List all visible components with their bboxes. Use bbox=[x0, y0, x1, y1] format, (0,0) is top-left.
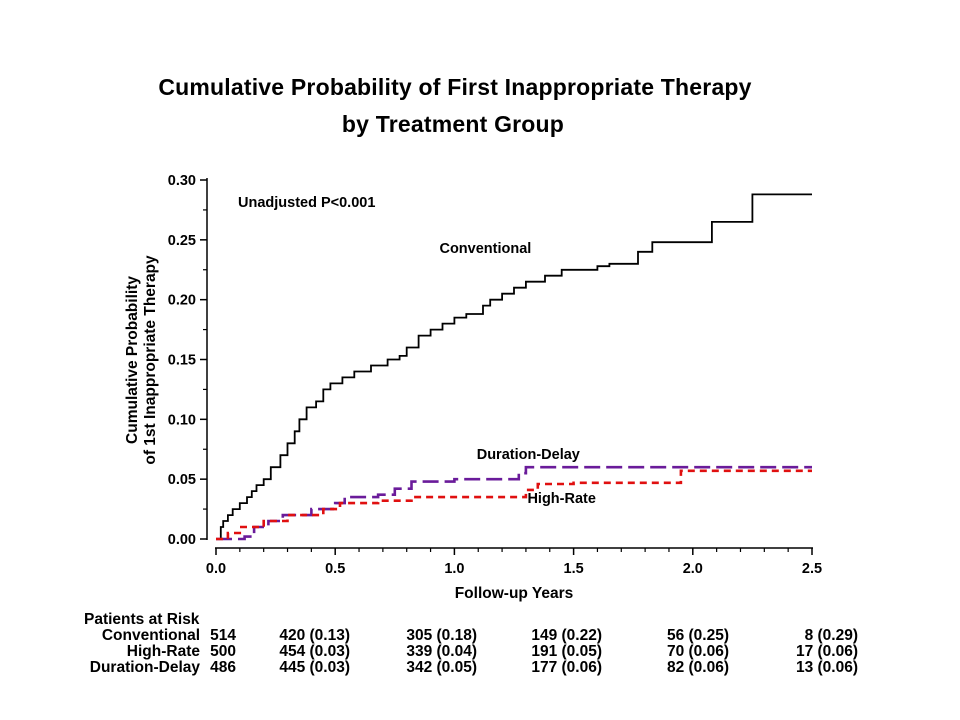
risk-table-header: Patients at Risk bbox=[84, 611, 200, 628]
x-tick-label: 2.0 bbox=[683, 561, 703, 577]
series-line-high-rate bbox=[216, 469, 812, 541]
risk-cell: 305 (0.18) bbox=[406, 627, 477, 644]
y-axis-label: Cumulative Probabilityof 1st Inappropria… bbox=[124, 255, 159, 465]
risk-cell: 445 (0.03) bbox=[279, 659, 350, 676]
x-tick-label: 0.5 bbox=[325, 561, 345, 577]
series-line-conventional bbox=[216, 193, 812, 540]
y-tick-label: 0.00 bbox=[168, 532, 196, 548]
y-tick-label: 0.05 bbox=[168, 472, 196, 488]
risk-cell: 486 bbox=[210, 659, 236, 676]
risk-cell: 420 (0.13) bbox=[279, 627, 350, 644]
series-label-conventional: Conventional bbox=[439, 241, 531, 257]
y-tick-label: 0.25 bbox=[168, 233, 196, 249]
y-tick-label: 0.30 bbox=[168, 173, 196, 189]
risk-cell: 8 (0.29) bbox=[805, 627, 858, 644]
chart-labels: Conventional Duration-Delay High-Rate bbox=[439, 241, 595, 507]
risk-cell: 454 (0.03) bbox=[279, 643, 350, 660]
y-tick-label: 0.10 bbox=[168, 412, 196, 428]
risk-cell: 17 (0.06) bbox=[796, 643, 858, 660]
series-line-duration-delay bbox=[216, 465, 812, 541]
risk-cell: 339 (0.04) bbox=[406, 643, 477, 660]
risk-cell: 70 (0.06) bbox=[667, 643, 729, 660]
series-label-duration-delay: Duration-Delay bbox=[477, 447, 580, 463]
chart-series bbox=[216, 193, 812, 541]
risk-row-label: Conventional bbox=[102, 627, 200, 644]
risk-cell: 191 (0.05) bbox=[531, 643, 602, 660]
risk-cell: 82 (0.06) bbox=[667, 659, 729, 676]
risk-row-label: High-Rate bbox=[127, 643, 201, 660]
x-tick-label: 1.0 bbox=[444, 561, 464, 577]
x-axis-label: Follow-up Years bbox=[455, 585, 574, 602]
risk-cell: 13 (0.06) bbox=[796, 659, 858, 676]
chart-axes: 0.00 0.05 0.10 0.15 0.20 0.25 0.30 0.0 0.5 1.0 1.5… bbox=[124, 173, 822, 602]
chart-title-line1: Cumulative Probability of First Inapprop… bbox=[158, 74, 752, 100]
x-tick-label: 0.0 bbox=[206, 561, 226, 577]
chart-title-line2: by Treatment Group bbox=[341, 111, 565, 137]
risk-row-label: Duration-Delay bbox=[90, 659, 201, 676]
x-tick-label: 2.5 bbox=[802, 561, 822, 577]
risk-cell: 342 (0.05) bbox=[406, 659, 477, 676]
risk-cell: 177 (0.06) bbox=[531, 659, 602, 676]
series-label-high-rate: High-Rate bbox=[527, 491, 595, 507]
risk-cell: 500 bbox=[210, 643, 236, 660]
risk-cell: 149 (0.22) bbox=[531, 627, 602, 644]
y-axis-label-line: Cumulative Probability bbox=[124, 276, 141, 444]
x-tick-label: 1.5 bbox=[564, 561, 584, 577]
p-value-annotation: Unadjusted P<0.001 bbox=[238, 195, 375, 211]
y-axis-label-line: of 1st Inappropriate Therapy bbox=[142, 255, 159, 465]
y-tick-label: 0.15 bbox=[168, 353, 196, 369]
risk-cell: 56 (0.25) bbox=[667, 627, 729, 644]
y-tick-label: 0.20 bbox=[168, 293, 196, 309]
risk-cell: 514 bbox=[210, 627, 236, 644]
